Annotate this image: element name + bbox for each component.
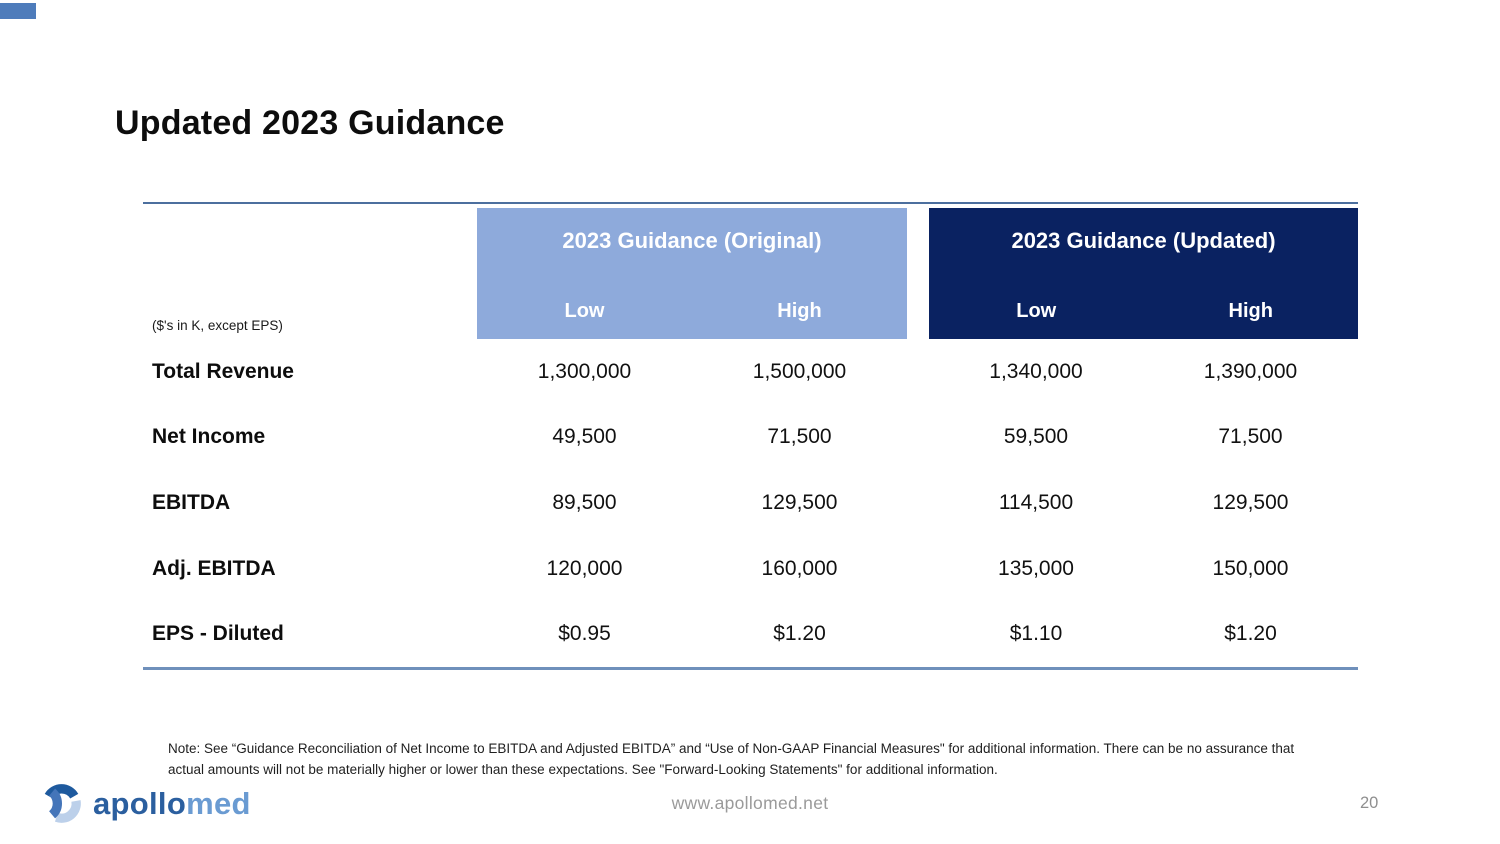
footnote-line-1: Note: See “Guidance Reconciliation of Ne… (168, 741, 1295, 756)
upd-low-value: 59,500 (1003, 425, 1069, 449)
orig-low-value: 120,000 (546, 556, 623, 580)
table-bottom-rule (143, 667, 1358, 670)
page-title: Updated 2023 Guidance (115, 104, 505, 142)
corner-accent (0, 3, 36, 19)
footnote: Note: See “Guidance Reconciliation of Ne… (168, 738, 1368, 780)
orig-low-value: $0.95 (558, 622, 611, 646)
upd-low-value: 114,500 (998, 490, 1074, 514)
units-label: ($'s in K, except EPS) (152, 318, 283, 333)
original-high-header: High (777, 300, 822, 322)
orig-low-value: 89,500 (552, 490, 617, 514)
row-label: EPS - Diluted (152, 622, 284, 646)
orig-high-value: 129,500 (761, 490, 838, 514)
row-label: EBITDA (152, 490, 231, 514)
upd-low-value: $1.10 (1009, 622, 1063, 646)
table-row: Adj. EBITDA 120,000 160,000 135,000 150,… (143, 536, 1358, 602)
upd-high-value: 129,500 (1212, 490, 1289, 514)
table-row: EPS - Diluted $0.95 $1.20 $1.10 $1.20 (143, 601, 1358, 667)
upd-high-value: 71,500 (1218, 425, 1283, 449)
upd-high-value: $1.20 (1224, 622, 1277, 646)
orig-low-value: 49,500 (552, 425, 617, 449)
upd-high-value: 1,390,000 (1203, 359, 1298, 383)
table-top-rule (143, 202, 1358, 204)
brand-wordmark: apollomed (93, 786, 251, 822)
apollomed-logo: apollomed (38, 780, 251, 827)
brand-wordmark-med: med (186, 785, 251, 821)
orig-high-value: 1,500,000 (752, 359, 847, 383)
orig-high-value: 160,000 (761, 556, 838, 580)
updated-guidance-header: 2023 Guidance (Updated) Low High (929, 208, 1358, 339)
page-number: 20 (1360, 794, 1379, 812)
upd-high-value: 150,000 (1212, 556, 1289, 580)
guidance-table-body: Total Revenue 1,300,000 1,500,000 1,340,… (143, 339, 1358, 667)
original-guidance-subheaders: Low High (477, 300, 907, 323)
orig-high-value: $1.20 (773, 622, 826, 646)
updated-guidance-subheaders: Low High (929, 300, 1358, 323)
brand-wordmark-apollo: apollo (93, 785, 187, 821)
upd-low-value: 135,000 (998, 556, 1074, 580)
updated-high-header: High (1228, 300, 1273, 322)
table-row: Total Revenue 1,300,000 1,500,000 1,340,… (143, 339, 1358, 405)
footnote-line-2: actual amounts will not be materially hi… (168, 762, 998, 777)
apollomed-swirl-icon (44, 784, 81, 823)
row-label: Total Revenue (152, 359, 294, 383)
table-row: EBITDA 89,500 129,500 114,500 129,500 (143, 470, 1358, 536)
updated-guidance-title: 2023 Guidance (Updated) (1011, 228, 1276, 253)
updated-low-header: Low (1016, 300, 1057, 322)
orig-low-value: 1,300,000 (537, 359, 632, 383)
row-label: Net Income (152, 425, 266, 449)
website-url: www.apollomed.net (671, 793, 829, 813)
upd-low-value: 1,340,000 (989, 359, 1083, 383)
row-label: Adj. EBITDA (152, 556, 276, 580)
table-row: Net Income 49,500 71,500 59,500 71,500 (143, 405, 1358, 471)
original-low-header: Low (564, 300, 605, 322)
orig-high-value: 71,500 (767, 425, 832, 449)
original-guidance-title: 2023 Guidance (Original) (562, 228, 822, 253)
original-guidance-header: 2023 Guidance (Original) Low High (477, 208, 907, 339)
